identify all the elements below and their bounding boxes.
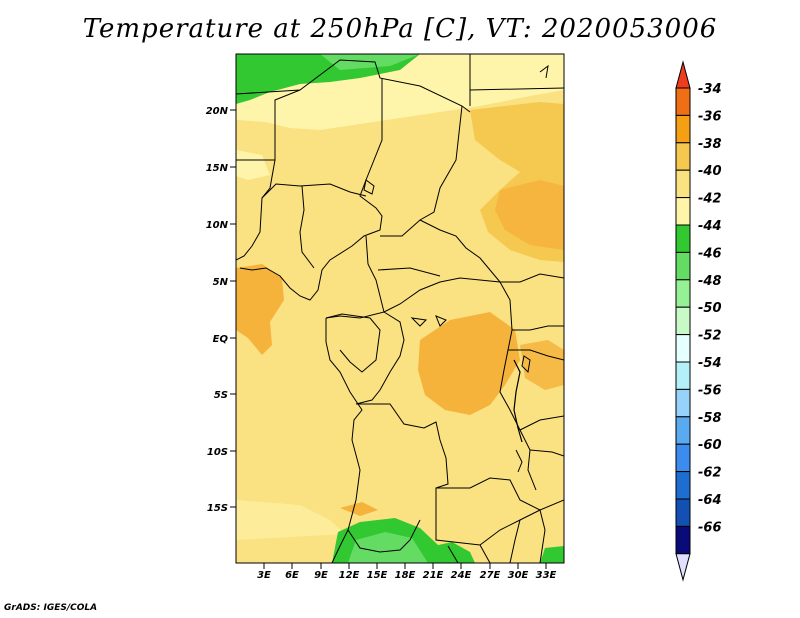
colorbar-label: -42 (698, 192, 722, 207)
lat-tick-5s: 5S (214, 390, 236, 401)
colorbar-swatch (675, 224, 691, 253)
colorbar-swatch (675, 443, 691, 473)
lon-label: 27E (480, 570, 501, 581)
colorbar-swatch (675, 361, 691, 390)
map-frame (235, 53, 565, 564)
colorbar-label: -40 (698, 164, 722, 179)
lon-tick-30e: 30E (508, 563, 529, 581)
lat-label: EQ (213, 334, 229, 345)
lat-tick-10s: 10S (207, 447, 236, 458)
colorbar-swatch (675, 498, 691, 527)
colorbar-swatch (675, 87, 691, 116)
colorbar-label: -58 (698, 411, 722, 426)
colorbar-label: -36 (698, 109, 722, 124)
colorbar-swatch (675, 169, 691, 199)
colorbar-swatch (675, 471, 691, 500)
lat-label: 5N (213, 277, 229, 288)
lat-label: 20N (206, 106, 229, 117)
colorbar-swatch (675, 197, 691, 226)
lon-label: 12E (339, 570, 360, 581)
lon-tick-27e: 27E (480, 563, 501, 581)
colorbar-swatch (675, 142, 691, 171)
lon-tick-18e: 18E (395, 563, 416, 581)
lon-tick-15e: 15E (367, 563, 388, 581)
lon-label: 15E (367, 570, 388, 581)
lat-label: 10N (206, 220, 229, 231)
colorbar-swatch (675, 416, 691, 445)
colorbar-label: -66 (698, 520, 722, 535)
lon-tick-3e: 3E (257, 563, 271, 581)
lat-tick-15s: 15S (207, 503, 236, 514)
colorbar-label: -56 (698, 383, 722, 398)
colorbar-label: -62 (698, 466, 722, 481)
lon-label: 33E (536, 570, 557, 581)
colorbar-label: -64 (698, 493, 722, 508)
colorbar-label: -46 (698, 246, 722, 261)
lon-tick-6e: 6E (285, 563, 299, 581)
colorbar-label: -50 (698, 301, 722, 316)
lat-label: 5S (214, 390, 228, 401)
lon-label: 30E (508, 570, 529, 581)
lon-tick-12e: 12E (339, 563, 360, 581)
latitude-axis: 20N 15N 10N 5N EQ 5S 10S 15S (206, 106, 236, 514)
colorbar-bottom-triangle (675, 553, 691, 582)
lat-label: 10S (207, 447, 228, 458)
lat-tick-eq: EQ (213, 334, 236, 345)
colorbar-label: -60 (698, 438, 722, 453)
lon-label: 18E (395, 570, 416, 581)
lat-label: 15N (206, 163, 229, 174)
lon-label: 24E (451, 570, 472, 581)
colorbar-swatch (675, 279, 691, 308)
lat-tick-20n: 20N (206, 106, 236, 117)
lon-label: 21E (423, 570, 444, 581)
lon-label: 9E (314, 570, 328, 581)
colorbar: -34 -36 -38 -40 -42 -44 -46 -48 -50 -52 -54 -56 -58 -… (675, 60, 722, 582)
colorbar-label: -44 (698, 219, 722, 234)
lat-label: 15S (207, 503, 228, 514)
lon-label: 3E (257, 570, 271, 581)
colorbar-label: -52 (698, 329, 722, 344)
colorbar-label: -38 (698, 137, 722, 152)
lat-tick-5n: 5N (213, 277, 236, 288)
colorbar-swatch (675, 306, 691, 336)
colorbar-swatch (675, 251, 691, 281)
colorbar-swatch (675, 334, 691, 363)
lat-tick-15n: 15N (206, 163, 236, 174)
colorbar-top-triangle (675, 60, 691, 89)
lon-tick-21e: 21E (423, 563, 444, 581)
grads-credit: GrADS: IGES/COLA (4, 603, 98, 613)
colorbar-label: -54 (698, 356, 722, 371)
lon-tick-33e: 33E (536, 563, 557, 581)
colorbar-swatch (675, 525, 691, 555)
temperature-field (236, 54, 564, 563)
colorbar-label: -48 (698, 274, 722, 289)
colorbar-swatch (675, 114, 691, 144)
map-title: Temperature at 250hPa [C], VT: 202005300… (82, 14, 718, 44)
colorbar-label: -34 (698, 82, 722, 97)
lat-tick-10n: 10N (206, 220, 236, 231)
lon-label: 6E (285, 570, 299, 581)
colorbar-swatch (675, 388, 691, 418)
lon-tick-9e: 9E (314, 563, 328, 581)
lon-tick-24e: 24E (451, 563, 472, 581)
longitude-axis: 3E 6E 9E 12E 15E 18E 21E 24E 27E 30E 33E (257, 563, 557, 581)
